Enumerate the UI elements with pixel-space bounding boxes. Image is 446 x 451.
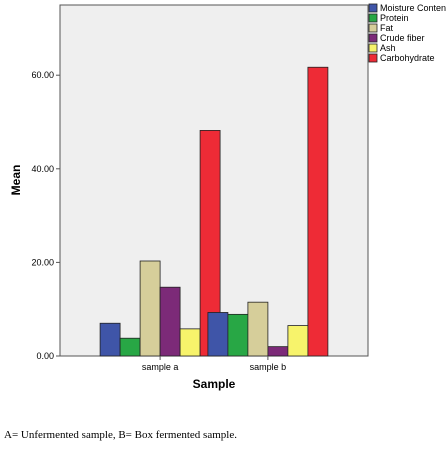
legend-swatch (368, 33, 378, 43)
bar-ash-sample-b (287, 325, 309, 357)
bar-ash-sample-a (179, 328, 201, 357)
y-tick-label: 60.00 (31, 70, 54, 80)
bars-group (99, 66, 329, 357)
figure-caption: A= Unfermented sample, B= Box fermented … (4, 429, 237, 441)
legend-label: Fat (380, 23, 394, 33)
legend-label: Protein (380, 13, 409, 23)
y-tick-label: 0.00 (36, 351, 54, 361)
y-axis-title: Mean (9, 165, 23, 196)
bar-fat-sample-b (247, 301, 269, 357)
bar-protein-sample-a (119, 337, 141, 357)
bar-moisture-content-sample-b (207, 312, 229, 357)
y-axis: 0.00 20.00 40.00 60.00 (31, 70, 60, 361)
bar-moisture-content-sample-a (99, 322, 121, 357)
bar-carbohydrate-sample-b (307, 66, 329, 357)
x-tick-label: sample b (250, 362, 287, 372)
legend-label: Ash (380, 43, 396, 53)
legend-label: Moisture Content (380, 3, 446, 13)
legend-swatch (368, 53, 378, 63)
legend-swatch (368, 13, 378, 23)
x-axis: sample a sample b (142, 356, 286, 372)
legend-swatch (368, 43, 378, 53)
y-tick-label: 20.00 (31, 257, 54, 267)
bar-protein-sample-b (227, 313, 249, 357)
bar-crude-fiber-sample-a (159, 286, 181, 357)
bar-fat-sample-a (139, 260, 161, 357)
x-tick-label: sample a (142, 362, 179, 372)
bar-crude-fiber-sample-b (267, 346, 289, 357)
legend-label: Crude fiber (380, 33, 425, 43)
legend-label: Carbohydrate (380, 53, 435, 63)
legend-swatch (368, 23, 378, 33)
x-axis-title: Sample (193, 377, 236, 391)
y-tick-label: 40.00 (31, 164, 54, 174)
legend-swatch (368, 3, 378, 13)
